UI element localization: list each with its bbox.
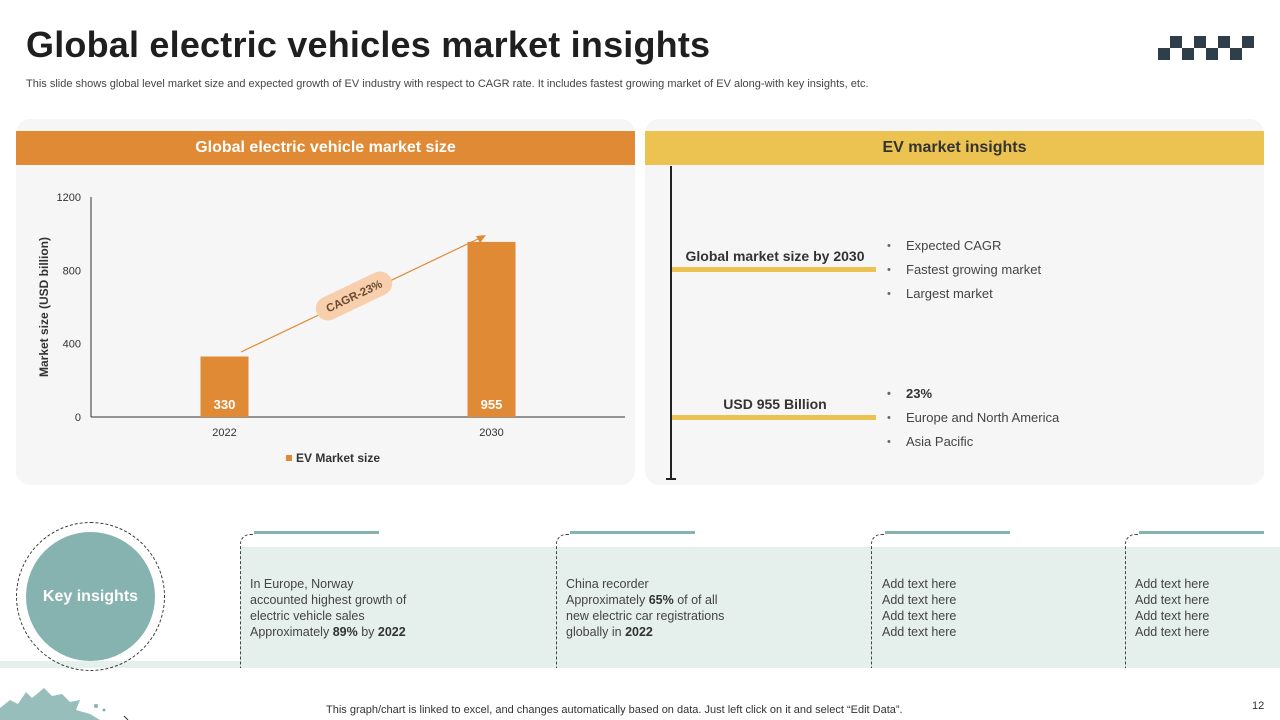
key-insights-title: Key insights <box>42 587 139 605</box>
card-line: Add text here <box>1135 609 1210 623</box>
cagr-arrow-head <box>476 235 486 243</box>
ev-insights-header: EV market insights <box>645 131 1264 165</box>
page-subtitle: This slide shows global level market siz… <box>26 78 869 90</box>
insights-band <box>240 547 1280 668</box>
bar-2022 <box>200 356 249 417</box>
insight-bar-2 <box>672 415 876 420</box>
chart-legend: EV Market size <box>286 451 380 465</box>
card-line: Add text here <box>1135 625 1210 639</box>
y-tick-label: 800 <box>63 265 81 277</box>
legend-swatch <box>286 455 292 461</box>
cagr-callout: CAGR-23% <box>315 271 393 321</box>
card-line: Add text here <box>1135 593 1210 607</box>
insight-bullet: Largest market <box>887 282 1041 306</box>
card-line: Add text here <box>1135 577 1210 591</box>
page-title: Global electric vehicles market insights <box>26 24 711 65</box>
bar-2030 <box>467 241 516 417</box>
insight-list-2: 23% Europe and North America Asia Pacifi… <box>887 382 1059 454</box>
card-bracket-3 <box>871 534 885 668</box>
ev-insights-panel: EV market insights Global market size by… <box>645 119 1264 485</box>
card-line: Add text here <box>882 625 957 639</box>
card-line: In Europe, Norway <box>250 577 354 591</box>
insight-card-3: Add text here Add text here Add text her… <box>882 576 956 640</box>
insights-axis-tick <box>666 478 676 480</box>
bar-data-label: 330 <box>214 397 236 412</box>
market-size-chart[interactable]: 0 400 800 1200 Market size (USD billion) 330 2… <box>16 119 635 485</box>
insight-bullet: Fastest growing market <box>887 258 1041 282</box>
page-number: 12 <box>1252 700 1265 712</box>
card-accent-3 <box>885 531 1010 534</box>
card-line: new electric car registrations <box>566 609 725 623</box>
insight-bullet: Europe and North America <box>887 406 1059 430</box>
card-line: Approximately 89% by 2022 <box>250 625 406 639</box>
card-bracket-2 <box>556 534 570 668</box>
insight-label-value: USD 955 Billion <box>723 396 827 412</box>
y-tick-label: 0 <box>75 412 81 424</box>
checker-decoration-icon <box>1158 36 1254 60</box>
insight-list-1: Expected CAGR Fastest growing market Lar… <box>887 234 1041 306</box>
insight-card-2: China recorder Approximately 65% of of a… <box>566 576 724 640</box>
x-tick-label: 2022 <box>212 427 236 439</box>
card-line: China recorder <box>566 577 649 591</box>
card-line: Add text here <box>882 609 957 623</box>
card-line: Approximately 65% of of all <box>566 593 718 607</box>
bar-data-label: 955 <box>481 397 503 412</box>
y-tick-label: 1200 <box>57 192 81 204</box>
card-line: globally in 2022 <box>566 625 653 639</box>
insight-bullet: 23% <box>887 382 1059 406</box>
card-accent-1 <box>254 531 379 534</box>
insights-axis <box>670 166 672 480</box>
y-tick-label: 400 <box>63 339 81 351</box>
legend-label: EV Market size <box>296 451 381 465</box>
card-line: accounted highest growth of <box>250 593 407 607</box>
insight-bullet: Expected CAGR <box>887 234 1041 258</box>
paint-splash-decoration-icon <box>0 688 129 720</box>
key-insights-ring <box>16 522 165 671</box>
card-line: Add text here <box>882 593 957 607</box>
insight-bar-1 <box>672 267 876 272</box>
cagr-pill <box>315 271 393 321</box>
y-axis-label: Market size (USD billion) <box>37 237 51 377</box>
insight-bullet: Asia Pacific <box>887 430 1059 454</box>
x-tick-label: 2030 <box>479 427 503 439</box>
card-accent-4 <box>1139 531 1264 534</box>
footnote: This graph/chart is linked to excel, and… <box>326 704 903 716</box>
card-bracket-1 <box>240 534 254 668</box>
card-bracket-4 <box>1125 534 1139 668</box>
card-line: electric vehicle sales <box>250 609 365 623</box>
card-line: Add text here <box>882 577 957 591</box>
market-size-panel: Global electric vehicle market size 0 400… <box>16 119 635 485</box>
market-size-header: Global electric vehicle market size <box>16 131 635 165</box>
key-insights-badge: Key insights <box>26 532 155 661</box>
insight-card-1: In Europe, Norway accounted highest grow… <box>250 576 406 640</box>
insight-label-market-size: Global market size by 2030 <box>685 248 865 264</box>
card-accent-2 <box>570 531 695 534</box>
insight-card-4: Add text here Add text here Add text her… <box>1135 576 1209 640</box>
